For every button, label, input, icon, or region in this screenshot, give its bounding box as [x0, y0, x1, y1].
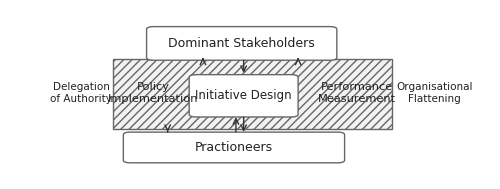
- Bar: [113, 59, 392, 129]
- FancyBboxPatch shape: [146, 27, 337, 60]
- Text: Dominant Stakeholders: Dominant Stakeholders: [168, 37, 315, 50]
- Text: Initiative Design: Initiative Design: [196, 89, 292, 102]
- Text: Policy
Implementation: Policy Implementation: [108, 82, 199, 104]
- Text: Organisational
Flattening: Organisational Flattening: [396, 82, 473, 104]
- FancyBboxPatch shape: [189, 75, 298, 117]
- Text: Delegation
of Authority: Delegation of Authority: [50, 82, 112, 104]
- Text: Performance
Measurement: Performance Measurement: [318, 82, 396, 104]
- Text: Practioneers: Practioneers: [195, 141, 273, 154]
- FancyBboxPatch shape: [124, 132, 344, 163]
